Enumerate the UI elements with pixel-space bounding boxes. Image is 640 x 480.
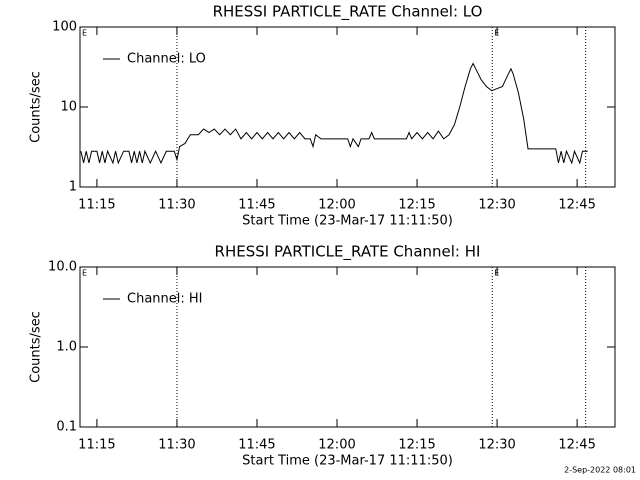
event-label: E [494, 269, 499, 278]
footer: 2-Sep-2022 08:01 [564, 466, 636, 475]
y-tick-label: 0.1 [56, 420, 77, 435]
x-tick-label: 12:30 [478, 198, 515, 213]
y-tick-label: 10 [60, 100, 77, 115]
x-axis-label: Start Time (23-Mar-17 11:11:50) [242, 454, 453, 469]
event-label: E [494, 29, 499, 38]
y-tick-label: 1 [69, 180, 77, 195]
y-axis-label: Counts/sec [29, 71, 44, 143]
x-tick-label: 11:45 [238, 438, 275, 453]
x-tick-label: 11:30 [158, 198, 195, 213]
data-line [80, 62, 588, 165]
x-tick-label: 12:45 [558, 198, 595, 213]
x-tick-label: 12:30 [478, 438, 515, 453]
y-tick-label: 1.0 [56, 340, 77, 355]
x-tick-label: 12:15 [398, 198, 435, 213]
y-tick-label: 100 [52, 20, 77, 35]
event-label: E [82, 29, 87, 38]
x-tick-label: 11:30 [158, 438, 195, 453]
chart-title: RHESSI PARTICLE_RATE Channel: HI [215, 243, 481, 262]
x-tick-label: 12:00 [318, 198, 355, 213]
event-label: E [82, 269, 87, 278]
x-tick-label: 12:15 [398, 438, 435, 453]
legend-label: Channel: LO [127, 52, 206, 67]
x-tick-label: 11:45 [238, 198, 275, 213]
y-axis-label: Counts/sec [29, 311, 44, 383]
chart-title: RHESSI PARTICLE_RATE Channel: LO [213, 3, 483, 22]
x-tick-label: 12:00 [318, 438, 355, 453]
legend-label: Channel: HI [127, 292, 203, 307]
x-tick-label: 12:45 [558, 438, 595, 453]
y-tick-label: 10.0 [48, 260, 77, 275]
x-tick-label: 11:15 [78, 198, 115, 213]
x-axis-label: Start Time (23-Mar-17 11:11:50) [242, 214, 453, 229]
x-tick-label: 11:15 [78, 438, 115, 453]
